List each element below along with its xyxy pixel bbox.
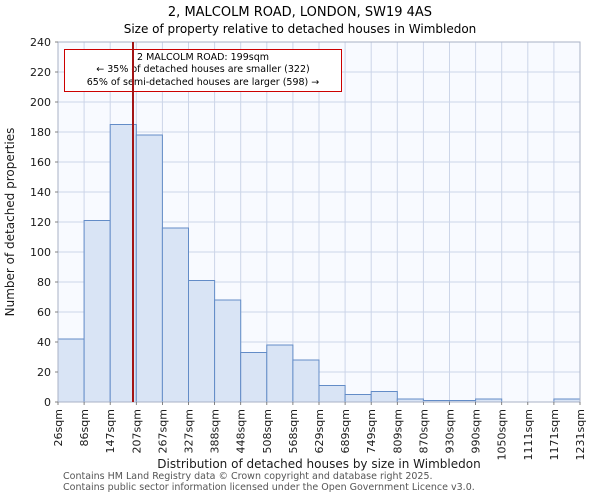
svg-text:809sqm: 809sqm bbox=[391, 409, 404, 453]
footer-licence-line: Contains public sector information licen… bbox=[63, 481, 475, 493]
svg-text:508sqm: 508sqm bbox=[261, 409, 274, 453]
chart-title: 2, MALCOLM ROAD, LONDON, SW19 4AS bbox=[167, 5, 433, 20]
svg-text:1231sqm: 1231sqm bbox=[574, 409, 587, 460]
svg-text:207sqm: 207sqm bbox=[130, 409, 143, 453]
svg-text:689sqm: 689sqm bbox=[339, 409, 352, 453]
svg-text:749sqm: 749sqm bbox=[365, 409, 378, 453]
svg-text:Number of detached properties: Number of detached properties bbox=[3, 128, 17, 317]
svg-text:629sqm: 629sqm bbox=[313, 409, 326, 453]
svg-text:100: 100 bbox=[30, 246, 51, 259]
annotation-smaller-line: ← 35% of detached houses are smaller (32… bbox=[96, 64, 310, 76]
svg-text:120: 120 bbox=[30, 216, 51, 229]
svg-text:930sqm: 930sqm bbox=[444, 409, 457, 453]
svg-text:1171sqm: 1171sqm bbox=[548, 409, 561, 460]
svg-text:388sqm: 388sqm bbox=[209, 409, 222, 453]
annotation-box: 2 MALCOLM ROAD: 199sqm ← 35% of detached… bbox=[64, 49, 342, 93]
svg-text:990sqm: 990sqm bbox=[470, 409, 483, 453]
annotation-larger-line: 65% of semi-detached houses are larger (… bbox=[86, 76, 320, 88]
svg-text:60: 60 bbox=[37, 306, 51, 319]
svg-text:180: 180 bbox=[30, 126, 51, 139]
svg-text:Distribution of detached house: Distribution of detached houses by size … bbox=[157, 457, 480, 471]
property-size-marker-line bbox=[132, 42, 134, 402]
svg-text:160: 160 bbox=[30, 156, 51, 169]
chart-subtitle: Size of property relative to detached ho… bbox=[123, 22, 477, 36]
footer: Contains HM Land Registry data © Crown c… bbox=[63, 471, 600, 494]
svg-text:26sqm: 26sqm bbox=[52, 409, 65, 446]
annotation-property-line: 2 MALCOLM ROAD: 199sqm bbox=[137, 52, 269, 63]
svg-text:80: 80 bbox=[37, 276, 51, 289]
svg-text:1050sqm: 1050sqm bbox=[496, 409, 509, 460]
svg-text:240: 240 bbox=[30, 36, 51, 49]
svg-text:267sqm: 267sqm bbox=[156, 409, 169, 453]
svg-text:86sqm: 86sqm bbox=[78, 409, 91, 446]
svg-text:200: 200 bbox=[30, 96, 51, 109]
footer-attribution-line: Contains HM Land Registry data © Crown c… bbox=[63, 471, 433, 482]
svg-text:568sqm: 568sqm bbox=[287, 409, 300, 453]
svg-text:870sqm: 870sqm bbox=[417, 409, 430, 453]
svg-text:147sqm: 147sqm bbox=[104, 409, 117, 453]
svg-text:327sqm: 327sqm bbox=[183, 409, 196, 453]
svg-text:40: 40 bbox=[37, 336, 51, 349]
svg-text:0: 0 bbox=[44, 396, 51, 409]
svg-text:1111sqm: 1111sqm bbox=[522, 409, 535, 460]
svg-text:220: 220 bbox=[30, 66, 51, 79]
svg-text:20: 20 bbox=[37, 366, 51, 379]
svg-text:448sqm: 448sqm bbox=[235, 409, 248, 453]
svg-text:140: 140 bbox=[30, 186, 51, 199]
